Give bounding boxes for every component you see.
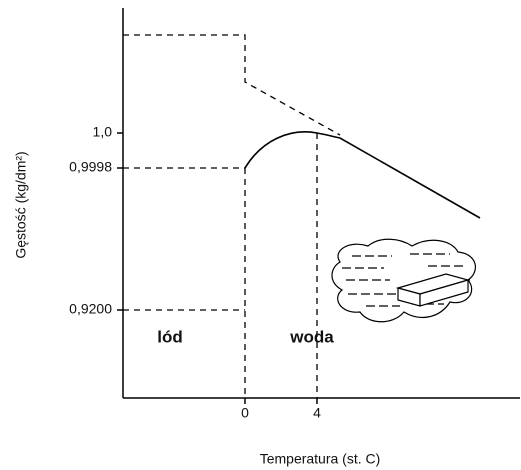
region-label: lód bbox=[157, 327, 183, 346]
y-axis-title: Gęstość (kg/dm²) bbox=[13, 151, 29, 258]
region-label: woda bbox=[289, 327, 334, 346]
x-tick-label: 4 bbox=[313, 405, 321, 421]
x-tick-label: 0 bbox=[241, 405, 249, 421]
y-tick-label: 0,9998 bbox=[69, 159, 112, 175]
density-curve bbox=[244, 131, 481, 219]
x-axis-title: Temperatura (st. C) bbox=[260, 451, 381, 467]
dashed-guides bbox=[123, 34, 341, 398]
tick-marks bbox=[117, 132, 318, 404]
y-tick-label: 0,9200 bbox=[69, 301, 112, 317]
ice-illustration bbox=[331, 238, 476, 323]
y-tick-label: 1,0 bbox=[93, 124, 113, 140]
